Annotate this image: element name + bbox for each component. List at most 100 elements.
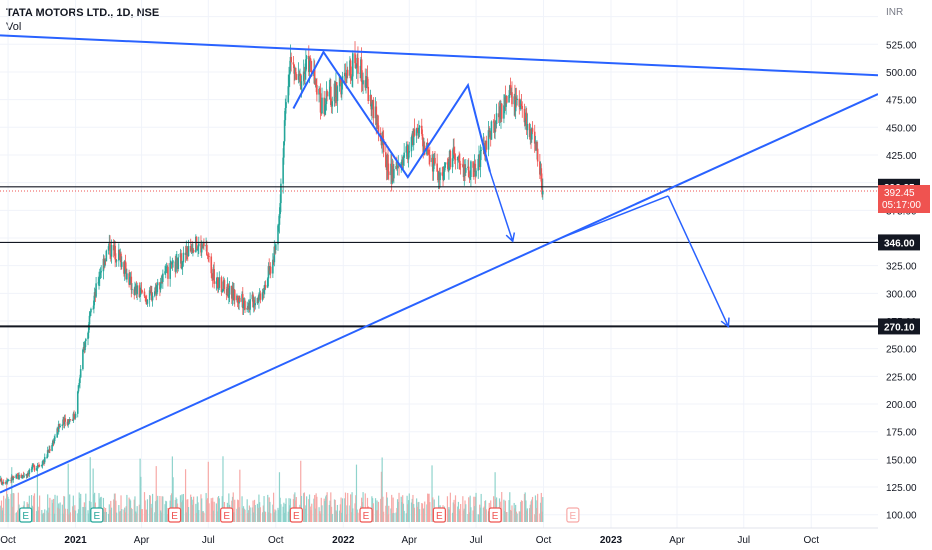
y-tick-label: 450.00 [886, 123, 917, 134]
candle-body [144, 296, 147, 298]
candle [258, 292, 260, 309]
candle-body [210, 256, 213, 274]
volume-bar [325, 494, 328, 522]
candle-body [462, 164, 464, 167]
candle [6, 478, 9, 485]
volume-bar [530, 501, 532, 522]
candle [197, 236, 200, 255]
earnings-marker: E [167, 507, 182, 523]
candle-body [367, 86, 370, 101]
candle [171, 257, 174, 271]
volume-bar [67, 463, 69, 522]
candle [326, 89, 328, 102]
volume-bar [129, 499, 131, 522]
candle-body [443, 167, 446, 172]
candle-body [196, 249, 199, 251]
arrow [667, 195, 730, 328]
candle [418, 120, 420, 139]
volume-bar [165, 500, 167, 522]
candle-body [308, 57, 311, 73]
volume-bar [316, 496, 318, 522]
candle-body [99, 272, 102, 275]
candle-body [58, 424, 61, 427]
candle-body [278, 214, 281, 225]
candle [196, 249, 199, 251]
candle-body [222, 288, 224, 292]
volume-bar [69, 494, 71, 522]
candle [531, 121, 534, 135]
volume-bar [321, 505, 323, 522]
candle-body [436, 163, 438, 172]
volume-bar [449, 492, 451, 522]
volume-bar [166, 514, 168, 522]
volume-bar [347, 492, 349, 522]
candle-body [82, 349, 84, 370]
candle-body [503, 105, 505, 119]
volume-bar [372, 498, 374, 522]
candle-body [413, 129, 416, 136]
candle-body [136, 285, 138, 295]
volume-bar [324, 500, 326, 522]
candle [98, 268, 101, 287]
volume-bar [423, 508, 425, 522]
candle-body [236, 295, 239, 303]
candle-body [514, 97, 517, 112]
candle-body [140, 289, 142, 295]
candle [181, 260, 184, 275]
earnings-marker: E [19, 507, 33, 523]
volume-bar [206, 498, 209, 522]
candle-body [480, 149, 482, 151]
volume-bar [526, 510, 528, 522]
volume-bar [501, 492, 503, 522]
volume-bar [416, 498, 418, 522]
candle-body [475, 170, 477, 177]
candle-body [13, 476, 15, 478]
y-tick-label: 200.00 [886, 400, 917, 411]
volume-bar [477, 514, 479, 522]
candle-body [297, 74, 300, 80]
volume-bar [257, 507, 259, 522]
candle-body [354, 53, 356, 64]
candle-body [213, 269, 215, 284]
candle-body [283, 141, 285, 158]
volume-bar [33, 495, 35, 522]
volume-bar [386, 497, 388, 522]
volume-bar [506, 511, 508, 522]
volume-bar [242, 506, 245, 522]
candle-body [114, 245, 116, 260]
volume-bar [107, 513, 110, 522]
candle-body [479, 150, 482, 168]
volume-bar [191, 504, 193, 522]
volume-bar [17, 492, 19, 522]
volume-bar [273, 512, 275, 522]
earnings-marker-label: E [492, 511, 499, 522]
earnings-marker-label: E [223, 511, 230, 522]
candle-body [427, 150, 430, 155]
volume-bar [336, 504, 339, 522]
volume-bar [115, 500, 117, 522]
volume-bar [457, 501, 460, 522]
candle-body [191, 248, 193, 252]
volume-bar [186, 499, 188, 522]
x-tick-label: Oct [536, 535, 552, 546]
earnings-marker-box [566, 507, 580, 523]
volume-bar [412, 494, 414, 522]
candle-body [28, 469, 31, 475]
candle-body [352, 53, 354, 77]
candle [459, 153, 461, 170]
volume-bar [88, 513, 90, 522]
candle [511, 81, 513, 107]
candle-body [387, 154, 389, 172]
candle [28, 468, 31, 478]
candle-body [396, 166, 399, 168]
volume-bar [56, 495, 58, 522]
volume-bar [503, 499, 505, 522]
earnings-marker: E [432, 507, 446, 523]
volume-bar [139, 458, 141, 522]
candle-body [382, 139, 385, 153]
volume-bar [462, 496, 464, 522]
volume-bar [483, 506, 485, 522]
volume-bar [525, 500, 527, 522]
candle-body [292, 62, 295, 65]
